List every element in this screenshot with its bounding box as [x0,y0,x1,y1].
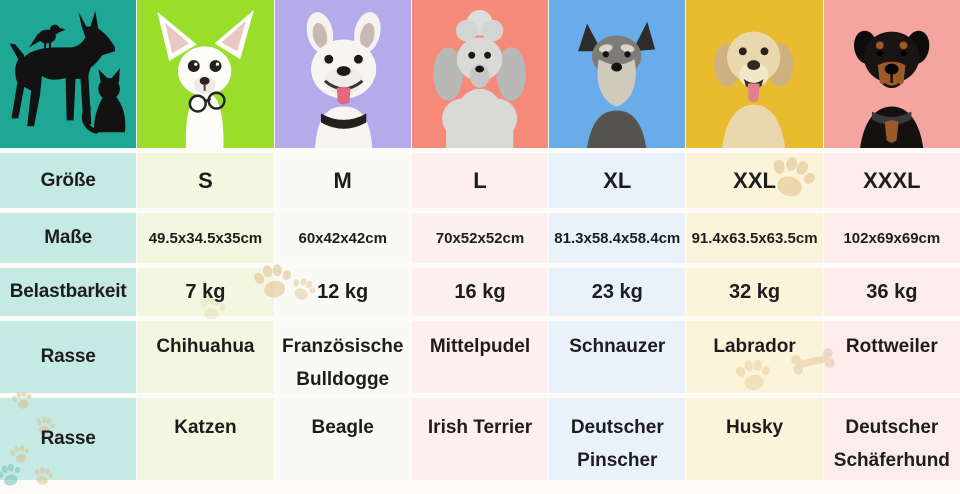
schnauzer-icon [578,21,656,148]
breed-secondary-cell: Husky [686,398,823,480]
breed-primary-cell: Labrador [686,321,823,393]
header-french-bulldog-photo [274,0,411,148]
breed-secondary-cell: Beagle [274,398,411,480]
breed-primary-cell: Schnauzer [549,321,686,393]
breed-secondary-cell: Deutscher Pinscher [549,398,686,480]
capacity-cell: 12 kg [274,268,411,316]
row-label-breed-secondary: Rasse [0,398,137,480]
size-cell: XXXL [823,153,960,208]
header-poodle-photo [411,0,549,148]
labrador-icon [714,31,794,148]
legend-header [0,0,137,148]
size-cell: XL [549,153,686,208]
breed-primary-cell: Rottweiler [823,321,960,393]
dimensions-cell: 60x42x42cm [274,213,411,263]
size-cell: M [274,153,411,208]
french-bulldog-icon [306,12,381,148]
chihuahua-icon [157,9,255,148]
dimensions-cell: 91.4x63.5x63.5cm [686,213,823,263]
header-rottweiler-photo [823,0,960,148]
capacity-cell: 36 kg [823,268,960,316]
breed-secondary-cell: Katzen [137,398,274,480]
row-label-dimensions: Maße [0,213,137,263]
header-chihuahua-photo [137,0,274,148]
breed-secondary-cell: Deutscher Schäferhund [823,398,960,480]
dimensions-cell: 70x52x52cm [411,213,549,263]
row-label-size: Größe [0,153,137,208]
size-cell: L [411,153,549,208]
header-schnauzer-photo [549,0,686,148]
size-cell: XXL [686,153,823,208]
dimensions-cell: 49.5x34.5x35cm [137,213,274,263]
rottweiler-icon [853,30,930,148]
breed-primary-cell: Chihuahua [137,321,274,393]
dimensions-cell: 81.3x58.4x58.4cm [549,213,686,263]
capacity-cell: 16 kg [411,268,549,316]
row-label-breed-primary: Rasse [0,321,137,393]
capacity-cell: 32 kg [686,268,823,316]
size-table: Größe S M L XL XXL XXXL Maße 49.5x34.5x3… [0,0,960,480]
breed-secondary-cell: Irish Terrier [411,398,549,480]
breed-primary-cell: Französische Bulldogge [274,321,411,393]
header-labrador-photo [686,0,823,148]
row-label-capacity: Belastbarkeit [0,268,137,316]
dimensions-cell: 102x69x69cm [823,213,960,263]
poodle-icon [433,9,526,148]
size-cell: S [137,153,274,208]
dog-cat-bird-silhouette-icon [9,10,126,134]
capacity-cell: 23 kg [549,268,686,316]
capacity-cell: 7 kg [137,268,274,316]
breed-primary-cell: Mittelpudel [411,321,549,393]
